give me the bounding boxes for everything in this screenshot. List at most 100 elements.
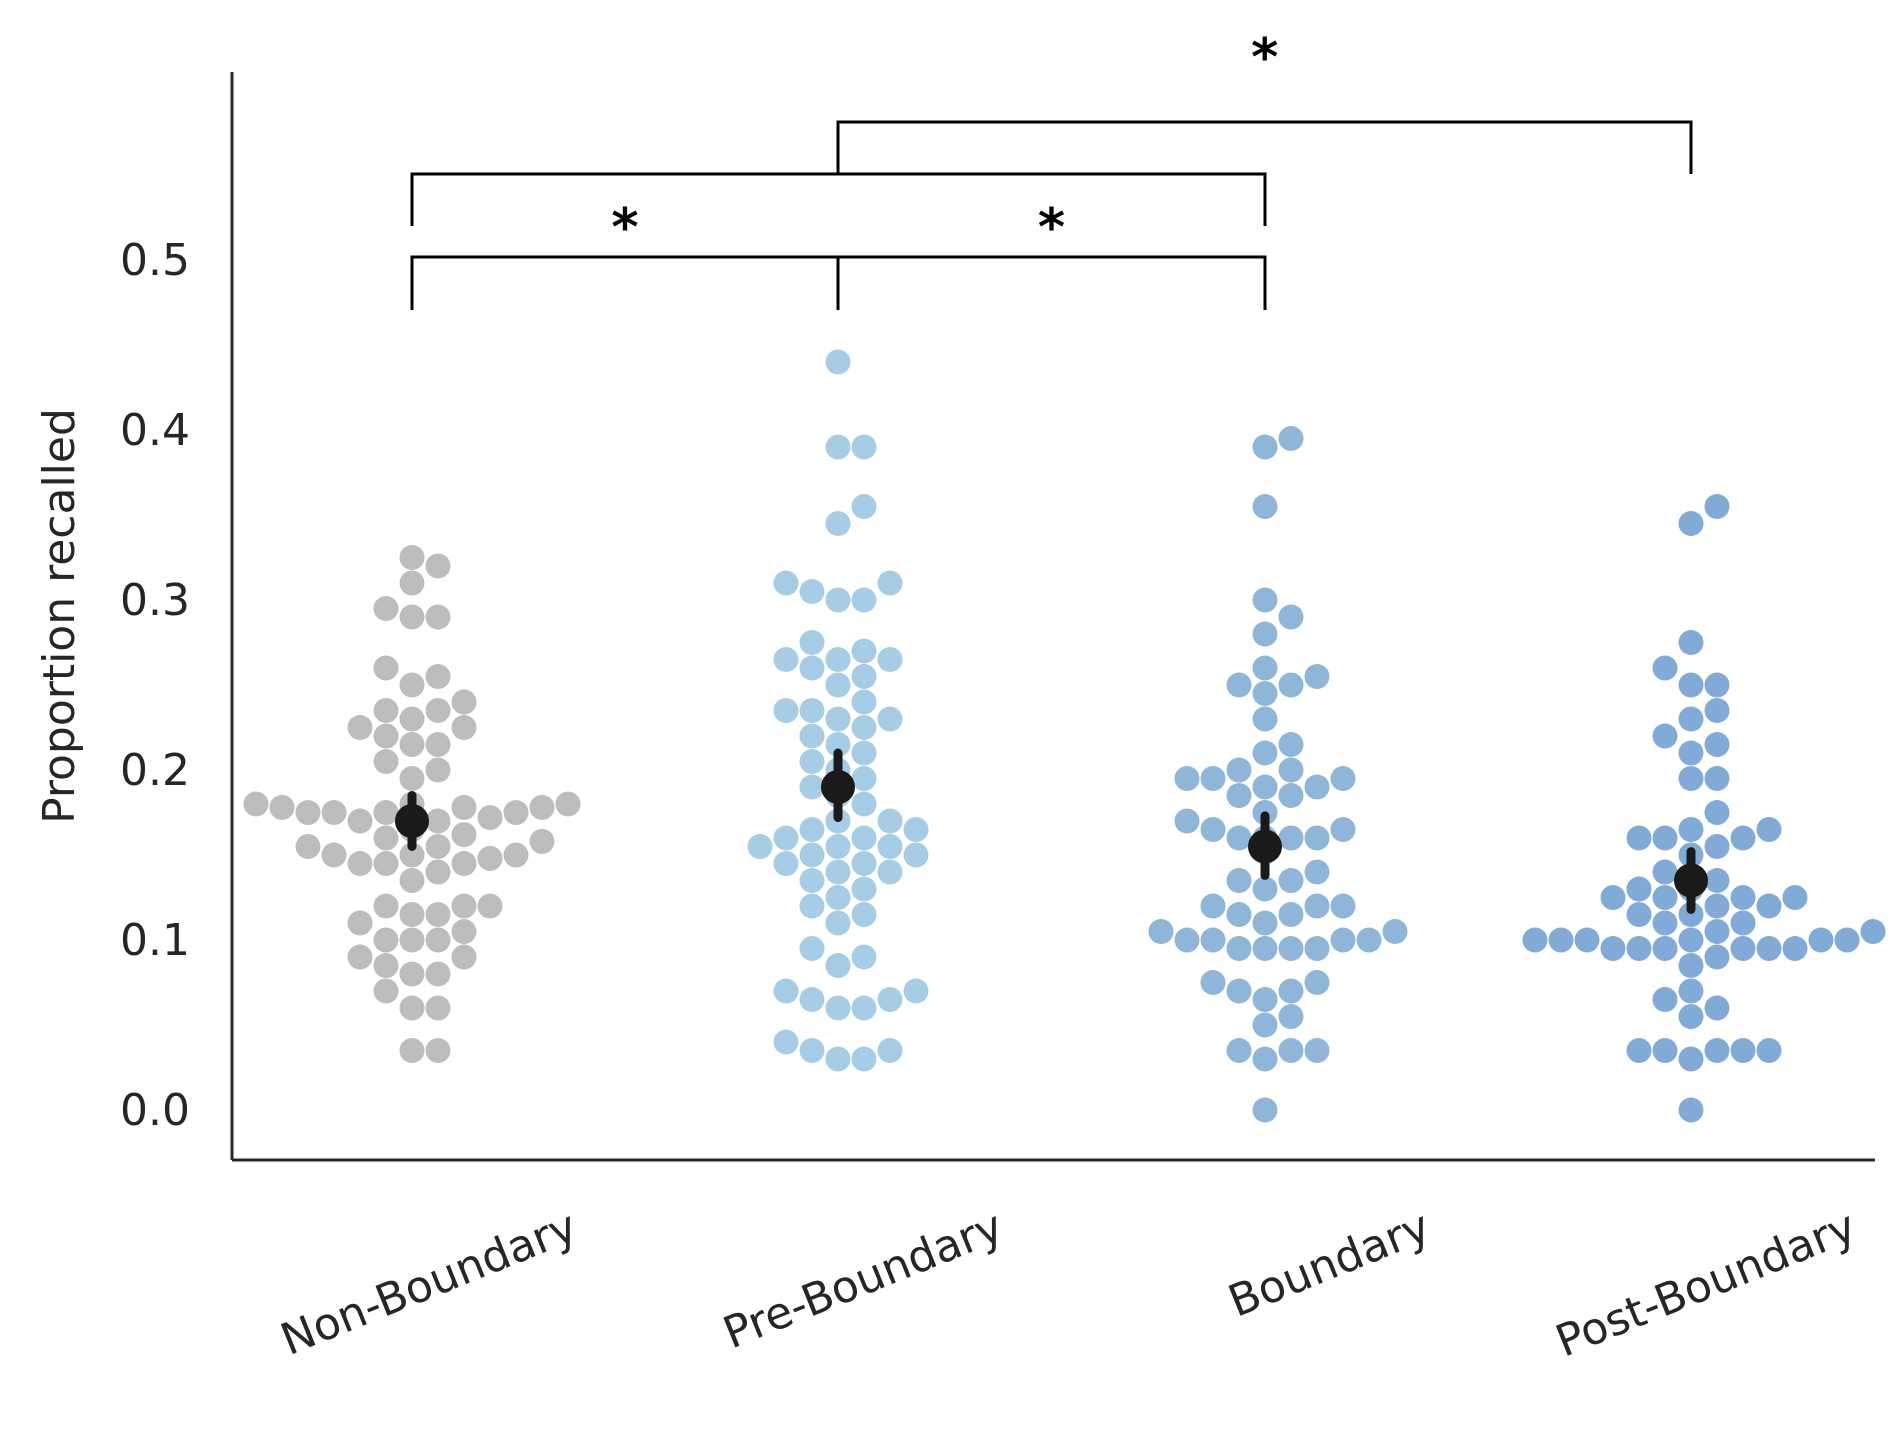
data-point [399, 1038, 425, 1063]
data-point [903, 817, 929, 842]
data-point [747, 834, 773, 859]
data-point [451, 689, 477, 715]
data-point [851, 587, 877, 613]
data-point [1678, 672, 1704, 698]
data-point [373, 800, 399, 825]
data-point [451, 893, 477, 919]
data-point [1174, 766, 1200, 791]
data-point [825, 953, 851, 978]
data-point [1304, 774, 1330, 800]
data-point [1278, 936, 1304, 961]
data-point [825, 349, 851, 375]
mean-marker [1674, 863, 1708, 898]
data-point [373, 749, 399, 774]
data-point [451, 944, 477, 970]
data-point [877, 834, 903, 859]
data-point [1226, 936, 1252, 961]
data-point [1382, 919, 1408, 944]
data-point [1756, 1038, 1782, 1063]
data-point [1704, 944, 1730, 970]
data-point [1252, 1046, 1278, 1072]
data-point [1678, 978, 1704, 1004]
data-point [825, 995, 851, 1021]
data-point [1574, 927, 1600, 953]
y-axis-label: Proportion recalled [34, 408, 85, 824]
data-point [825, 672, 851, 698]
data-point [825, 647, 851, 672]
significance-bracket [836, 255, 1267, 310]
data-point [347, 715, 373, 740]
data-point [903, 842, 929, 868]
data-point [373, 596, 399, 621]
data-point [1730, 1038, 1756, 1063]
data-point [1548, 927, 1574, 953]
data-point [1200, 970, 1226, 995]
data-point [825, 434, 851, 460]
data-point [1252, 910, 1278, 936]
data-point [451, 822, 477, 848]
data-point [1330, 817, 1356, 842]
data-point [399, 868, 425, 893]
data-point [399, 902, 425, 927]
data-point [1226, 1038, 1252, 1063]
axes: 0.0 0.1 0.2 0.3 0.4 0.5 Non-Boundary Pre-Bound… [34, 72, 1875, 1367]
mean-marker [395, 804, 429, 838]
data-point [1678, 1046, 1704, 1072]
x-ticks: Non-Boundary Pre-Boundary Boundary Post-Bou… [274, 1201, 1863, 1368]
data-point [1252, 587, 1278, 613]
data-point [1252, 1012, 1278, 1038]
data-point [1730, 910, 1756, 936]
data-point [1704, 834, 1730, 859]
data-point [399, 672, 425, 698]
data-point [1252, 740, 1278, 766]
data-point [425, 698, 451, 723]
data-point [1704, 494, 1730, 519]
data-point [1252, 681, 1278, 706]
data-point [1678, 1097, 1704, 1123]
data-point [825, 859, 851, 885]
data-point [425, 553, 451, 579]
data-point [877, 859, 903, 885]
data-point [1704, 995, 1730, 1021]
x-tick-label: Pre-Boundary [716, 1201, 1010, 1359]
data-point [1226, 978, 1252, 1004]
data-point [1200, 766, 1226, 791]
data-point [1252, 876, 1278, 902]
data-point [373, 723, 399, 749]
data-point [1678, 817, 1704, 842]
data-point [347, 851, 373, 876]
data-point [1678, 927, 1704, 953]
data-point [799, 749, 825, 774]
data-point [877, 987, 903, 1012]
data-point [877, 706, 903, 732]
x-tick-label: Post-Boundary [1549, 1201, 1863, 1368]
data-point [373, 851, 399, 876]
data-point [877, 1038, 903, 1063]
data-point [1600, 885, 1626, 910]
data-point [1356, 927, 1382, 953]
data-point [1626, 1038, 1652, 1063]
data-point [295, 800, 321, 825]
data-point [477, 845, 503, 871]
data-point [1330, 927, 1356, 953]
data-point [1652, 987, 1678, 1012]
data-point [1226, 868, 1252, 893]
data-point [1304, 970, 1330, 995]
y-tick-label: 0.4 [120, 405, 190, 456]
data-point [399, 961, 425, 987]
data-point [1278, 1038, 1304, 1063]
data-point [1252, 987, 1278, 1012]
data-point [851, 1046, 877, 1072]
data-point [1304, 825, 1330, 851]
y-tick-label: 0.2 [120, 745, 190, 796]
data-point [477, 805, 503, 831]
y-ticks: 0.0 0.1 0.2 0.3 0.4 0.5 [120, 235, 190, 1136]
data-point [399, 842, 425, 868]
data-point [1704, 919, 1730, 944]
data-point [1704, 698, 1730, 723]
data-point [1730, 885, 1756, 910]
data-point [1226, 783, 1252, 808]
data-point [477, 893, 503, 919]
data-point [1626, 825, 1652, 851]
data-point [1252, 936, 1278, 961]
